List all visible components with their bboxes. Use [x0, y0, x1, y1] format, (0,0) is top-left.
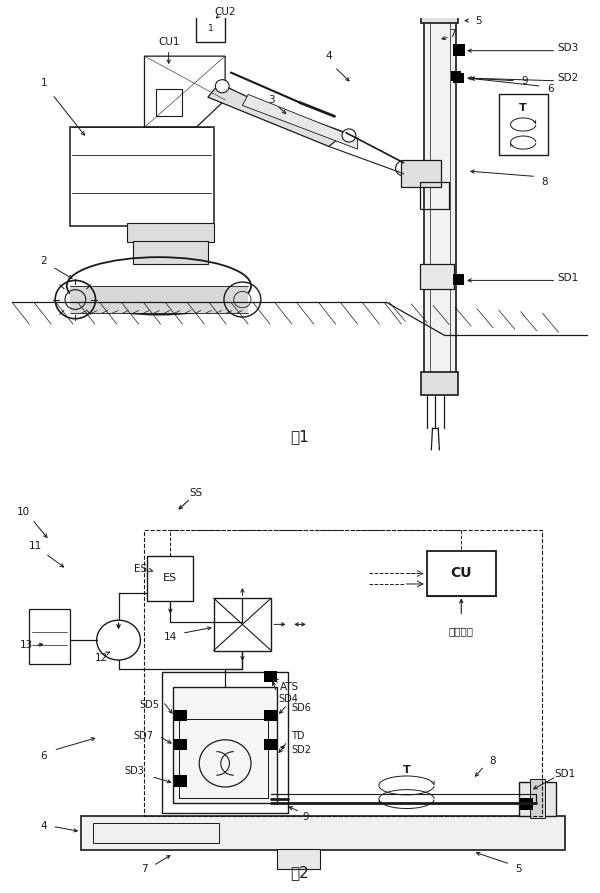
Polygon shape	[208, 84, 346, 146]
Text: 1: 1	[40, 79, 47, 88]
Text: SD3: SD3	[125, 766, 145, 776]
Text: 13: 13	[20, 640, 33, 650]
Text: 6: 6	[40, 750, 47, 761]
Bar	[520, 798, 533, 810]
Bar	[70, 286, 248, 313]
Text: 4: 4	[325, 51, 332, 61]
Bar	[29, 609, 70, 663]
Bar	[179, 719, 268, 797]
Text: SD1: SD1	[557, 272, 578, 283]
Bar	[430, 18, 450, 373]
Text: 14: 14	[164, 632, 177, 642]
Text: TD: TD	[292, 731, 305, 741]
Bar	[264, 710, 277, 722]
Bar	[92, 823, 220, 843]
Text: SD4: SD4	[278, 695, 298, 705]
Bar	[264, 739, 277, 750]
Text: 图2: 图2	[290, 865, 310, 880]
Text: 图1: 图1	[290, 429, 310, 444]
Text: 9: 9	[302, 812, 309, 822]
Bar	[196, 15, 225, 43]
Bar	[421, 2, 458, 23]
Bar	[452, 44, 466, 56]
Bar	[452, 274, 464, 285]
Text: 9: 9	[521, 76, 528, 86]
Text: CU2: CU2	[214, 7, 236, 17]
Bar	[175, 710, 187, 722]
Text: T: T	[403, 764, 410, 775]
Circle shape	[215, 79, 229, 93]
Bar	[452, 72, 464, 84]
Bar	[264, 671, 277, 682]
Text: SD7: SD7	[133, 731, 153, 741]
Text: 8: 8	[541, 177, 548, 187]
Text: 感测数据: 感测数据	[449, 626, 474, 636]
Text: 11: 11	[28, 540, 41, 551]
Text: SS: SS	[190, 488, 203, 498]
Text: 6: 6	[547, 84, 554, 94]
Bar	[173, 688, 277, 803]
Polygon shape	[242, 95, 358, 149]
Bar	[148, 556, 193, 601]
Text: 8: 8	[490, 755, 496, 766]
Text: 5: 5	[475, 15, 482, 26]
Bar	[175, 739, 187, 750]
Text: 10: 10	[17, 506, 30, 516]
Text: CU: CU	[451, 566, 472, 580]
Text: ATS: ATS	[280, 682, 299, 692]
Bar	[133, 241, 208, 264]
Bar	[499, 95, 548, 154]
Text: 2: 2	[40, 256, 47, 266]
Text: ES: ES	[163, 573, 178, 583]
Text: SD3: SD3	[557, 43, 578, 53]
Bar	[530, 779, 545, 819]
Text: 4: 4	[40, 822, 47, 831]
Bar	[175, 775, 187, 787]
Bar	[424, 18, 455, 373]
Bar	[401, 160, 441, 188]
Bar	[519, 781, 556, 816]
Text: T: T	[520, 103, 527, 113]
Text: 12: 12	[95, 654, 108, 663]
Text: ES: ES	[134, 564, 148, 574]
Bar	[277, 849, 320, 870]
Text: 3: 3	[268, 95, 275, 104]
Bar	[451, 71, 461, 80]
Text: 7: 7	[449, 29, 456, 39]
Bar	[145, 530, 542, 816]
Bar	[420, 264, 454, 288]
Bar	[156, 89, 182, 116]
Text: SD2: SD2	[557, 73, 578, 83]
Text: SD2: SD2	[292, 746, 311, 755]
Bar	[127, 223, 214, 242]
Bar	[420, 182, 449, 209]
Bar	[421, 372, 458, 396]
Text: CU1: CU1	[158, 38, 179, 47]
Text: SD5: SD5	[139, 699, 159, 710]
Bar	[427, 551, 496, 596]
Text: 5: 5	[515, 864, 522, 874]
Circle shape	[395, 161, 412, 176]
Text: SD6: SD6	[292, 704, 311, 714]
Bar	[81, 816, 565, 850]
Bar	[179, 719, 268, 797]
Circle shape	[342, 129, 356, 142]
Text: 7: 7	[141, 864, 148, 874]
Bar	[214, 598, 271, 651]
Bar	[162, 672, 289, 814]
Bar	[70, 127, 214, 226]
Text: 1: 1	[208, 24, 214, 33]
Text: SD1: SD1	[554, 769, 575, 779]
